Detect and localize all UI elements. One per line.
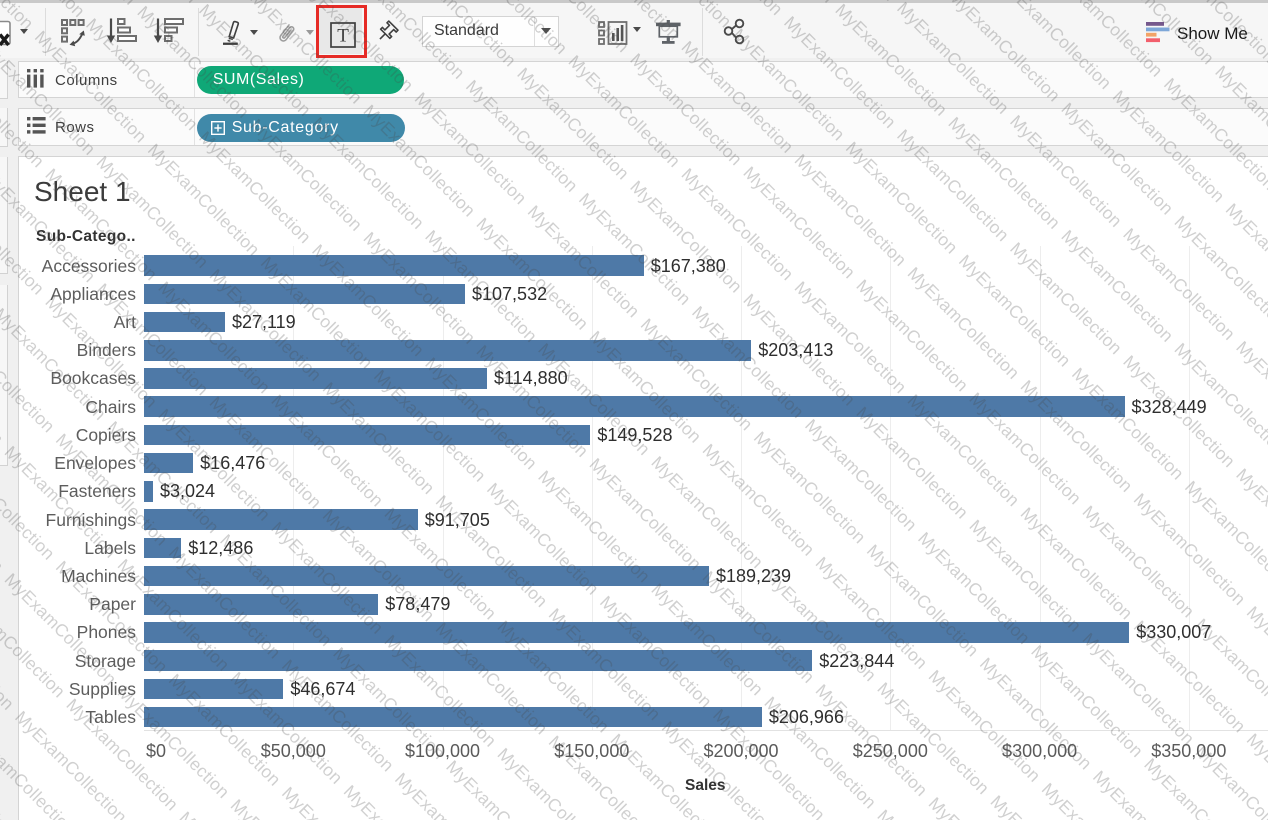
svg-text:T: T: [337, 25, 349, 46]
